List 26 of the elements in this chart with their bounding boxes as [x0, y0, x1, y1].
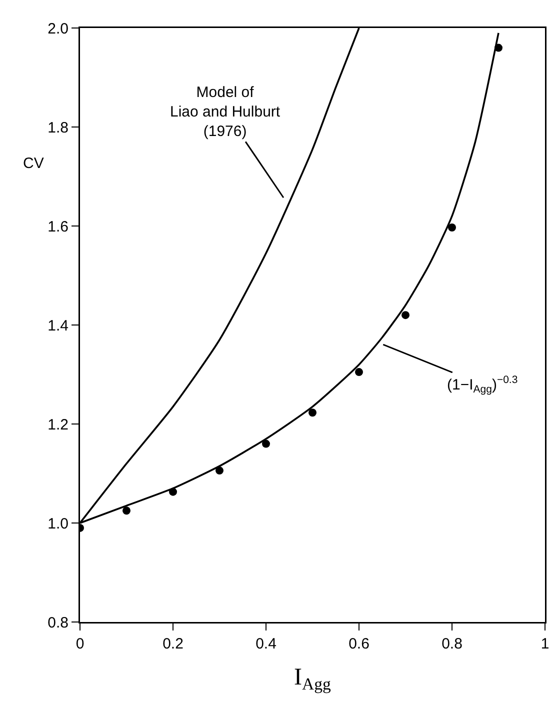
y-tick-label: 1.0 [48, 515, 68, 532]
annotation: Model of Liao and Hulburt (1976) [170, 84, 281, 140]
x-tick-label: 0.2 [162, 636, 184, 652]
x-tick-label: 1 [540, 636, 550, 652]
point [122, 506, 130, 515]
point [402, 311, 410, 320]
y-tick-label: 1.6 [48, 218, 68, 236]
y-tick-label: 1.2 [48, 416, 68, 434]
x-tick-label: 0.6 [348, 636, 370, 652]
y-tick-label: 1.4 [48, 317, 68, 334]
x-tick-label: 0.8 [442, 636, 462, 652]
point [216, 466, 224, 475]
x-tick-label: 0 [76, 636, 84, 652]
y-tick-label: 2.0 [48, 20, 68, 38]
y-tick-label: 0.8 [48, 614, 68, 632]
x-tick-label: 0.4 [256, 636, 276, 652]
point [494, 44, 502, 52]
point [262, 440, 270, 448]
annotation: (1−I$_{Agg}$)$^{−0.3}$ [447, 374, 518, 396]
y-tick-label: 1.8 [48, 119, 68, 136]
y-axis-title: CV [23, 155, 44, 172]
point [169, 488, 177, 496]
point [355, 368, 363, 376]
x-axis-title: I$_{Agg}$ [294, 664, 332, 694]
point [448, 223, 456, 232]
point [308, 408, 316, 417]
